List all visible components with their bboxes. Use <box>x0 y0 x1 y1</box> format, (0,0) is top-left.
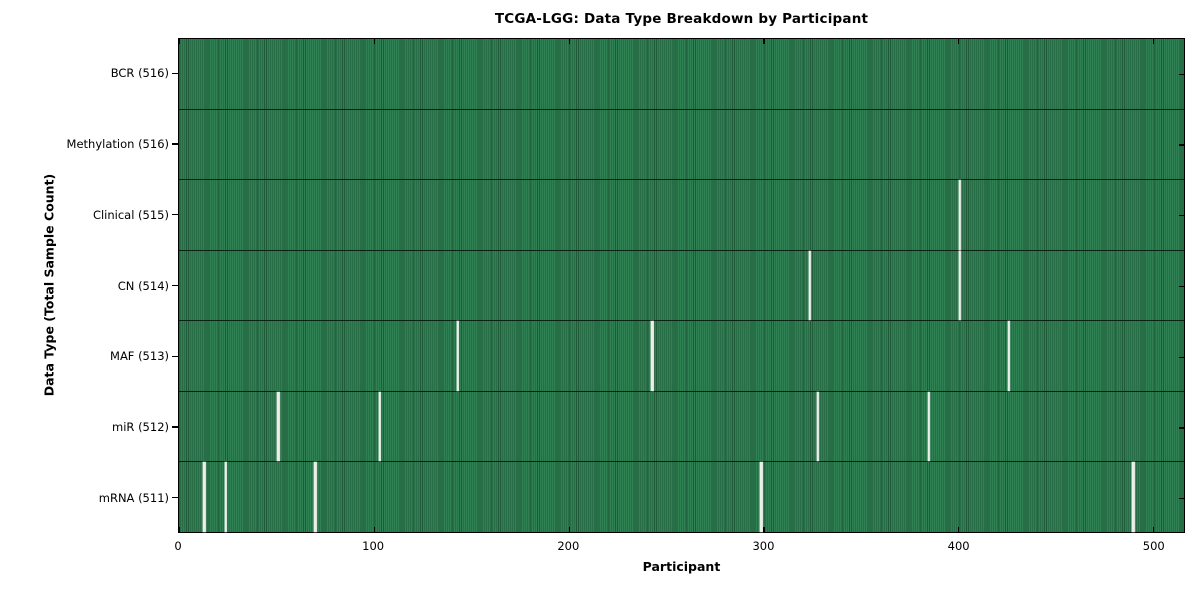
x-tick-mark-top-500 <box>1152 39 1155 44</box>
x-axis-label: Participant <box>642 559 721 574</box>
x-tick-label-500: 500 <box>1142 539 1165 553</box>
absent-marker-Clinical-401 <box>958 180 962 250</box>
y-tick-label-mRNA: mRNA (511) <box>98 490 169 505</box>
absent-marker-miR-103 <box>378 391 381 462</box>
absent-marker-MAF-143 <box>456 321 459 391</box>
absent-marker-CN-401 <box>958 250 962 321</box>
absent-marker-miR-51 <box>277 391 280 462</box>
absent-marker-MAF-426 <box>1007 321 1010 391</box>
row-mRNA <box>179 462 1184 533</box>
x-tick-mark-bottom-200 <box>568 527 570 532</box>
y-tick-label-miR: miR (512) <box>112 419 169 434</box>
presence-matrix <box>179 39 1184 533</box>
x-tick-label-0: 0 <box>174 539 182 553</box>
x-tick-mark-bottom-500 <box>1152 527 1155 532</box>
y-tick-mark-right-BCR <box>1179 73 1184 76</box>
y-tick-mark-right-mRNA <box>1179 498 1184 500</box>
y-tick-mark-right-Methylation <box>1179 144 1184 146</box>
y-tick-mark-right-MAF <box>1179 356 1184 358</box>
absent-marker-miR-385 <box>927 391 931 462</box>
absent-marker-miR-328 <box>816 391 820 462</box>
absent-marker-mRNA-490 <box>1132 462 1135 533</box>
row-CN <box>179 250 1184 322</box>
x-tick-mark-top-100 <box>373 39 376 44</box>
absent-marker-mRNA-70 <box>314 462 317 533</box>
x-tick-label-200: 200 <box>557 539 580 553</box>
y-tick-label-MAF: MAF (513) <box>110 349 169 364</box>
x-tick-mark-top-400 <box>958 39 960 44</box>
y-tick-label-CN: CN (514) <box>117 278 169 293</box>
y-tick-mark-right-Clinical <box>1179 215 1184 217</box>
absent-marker-mRNA-299 <box>760 462 763 533</box>
y-tick-mark-left-Methylation <box>172 143 178 145</box>
y-tick-mark-left-BCR <box>172 72 178 75</box>
x-tick-label-400: 400 <box>947 539 970 553</box>
y-tick-mark-left-CN <box>172 284 178 287</box>
x-tick-mark-bottom-100 <box>373 527 376 532</box>
chart-title: TCGA-LGG: Data Type Breakdown by Partici… <box>494 11 869 27</box>
y-tick-label-Clinical: Clinical (515) <box>92 207 169 222</box>
y-tick-label-BCR: BCR (516) <box>110 66 169 81</box>
absent-marker-MAF-243 <box>651 321 654 391</box>
x-tick-mark-bottom-300 <box>763 527 765 532</box>
y-tick-mark-left-mRNA <box>172 497 178 499</box>
y-tick-mark-left-miR <box>172 426 178 428</box>
row-Clinical <box>179 180 1184 251</box>
x-tick-mark-top-200 <box>568 39 570 44</box>
row-miR <box>179 391 1184 463</box>
absent-marker-mRNA-24 <box>224 462 227 533</box>
y-tick-mark-left-Clinical <box>172 214 178 216</box>
y-tick-label-Methylation: Methylation (516) <box>66 137 169 152</box>
x-tick-label-300: 300 <box>752 539 775 553</box>
row-Methylation <box>179 109 1184 181</box>
row-MAF <box>179 321 1184 392</box>
y-tick-mark-right-miR <box>1179 427 1184 429</box>
y-tick-mark-left-MAF <box>172 355 178 357</box>
y-tick-mark-right-CN <box>1179 285 1184 288</box>
x-tick-mark-top-0 <box>179 39 181 44</box>
absent-marker-CN-324 <box>808 250 812 321</box>
absent-marker-mRNA-13 <box>203 462 206 533</box>
plot-area: Present Absent <box>178 38 1185 533</box>
row-BCR <box>179 39 1184 110</box>
x-tick-mark-bottom-0 <box>179 527 181 532</box>
x-tick-mark-top-300 <box>763 39 765 44</box>
x-tick-label-100: 100 <box>362 539 385 553</box>
x-tick-mark-bottom-400 <box>958 527 960 532</box>
